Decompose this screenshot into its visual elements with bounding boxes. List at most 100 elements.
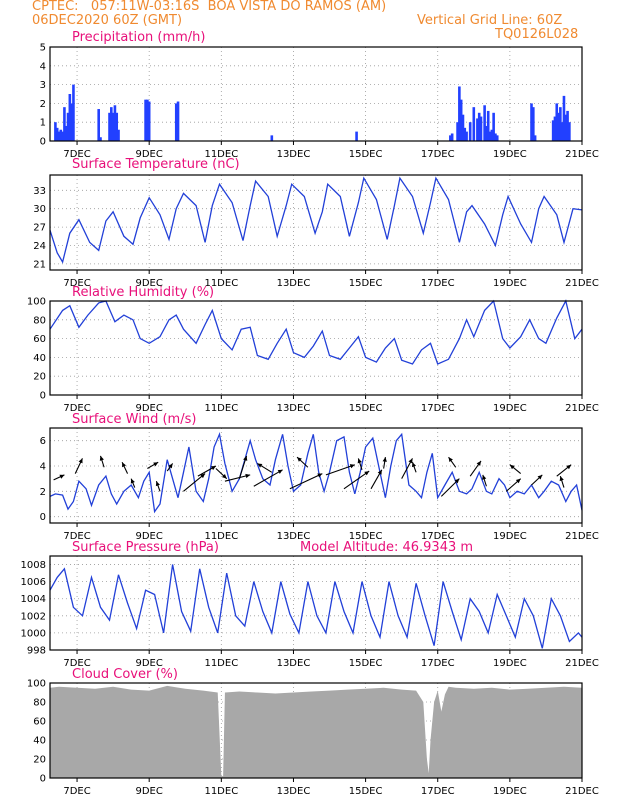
wind-vector-arrow xyxy=(357,458,363,470)
precip-bar xyxy=(472,107,476,141)
cloud-area xyxy=(50,685,582,778)
temp-series-line xyxy=(49,176,583,264)
precip-bar xyxy=(483,105,486,141)
header-grid-note: Vertical Grid Line: 60Z xyxy=(417,13,563,28)
precip-bar xyxy=(560,122,564,141)
precip-bar xyxy=(530,103,533,141)
precip-bar xyxy=(450,133,454,141)
temp-xtick-label: 15DEC xyxy=(349,278,383,289)
pres-xtick-label: 19DEC xyxy=(493,658,527,669)
precip-bar xyxy=(108,112,111,141)
wind-vector-arrow xyxy=(482,474,487,487)
cloud-ytick-label: 100 xyxy=(27,679,46,690)
cloud-xtick-label: 11DEC xyxy=(204,786,238,797)
temp-xtick-label: 11DEC xyxy=(204,278,238,289)
cloud-ytick-label: 20 xyxy=(33,755,46,766)
rh-ytick-label: 0 xyxy=(40,391,46,402)
precip-bar xyxy=(568,122,571,141)
precip-bar xyxy=(477,112,481,141)
pres-ytick-label: 1008 xyxy=(21,560,46,571)
wind-vector-arrow xyxy=(343,470,370,490)
wind-vector-arrow xyxy=(401,458,413,479)
precip-bar xyxy=(174,103,178,141)
cloud-title: Cloud Cover (%) xyxy=(72,667,178,682)
precip-bar xyxy=(456,122,459,141)
rh-frame xyxy=(49,300,583,396)
pres-xtick-label: 21DEC xyxy=(565,658,599,669)
pres-panel: Surface Pressure (hPa) Model Altitude: 46… xyxy=(21,540,599,669)
precip-bar xyxy=(495,135,499,141)
precip-ytick-label: 4 xyxy=(40,61,46,72)
wind-vector-arrow xyxy=(147,461,159,470)
wind-xtick-label: 21DEC xyxy=(565,531,599,542)
precip-bar xyxy=(144,99,147,141)
cloud-frame xyxy=(49,682,583,779)
rh-series-line xyxy=(49,299,583,365)
precip-bar xyxy=(533,135,537,141)
wind-xtick-label: 11DEC xyxy=(204,531,238,542)
wind-xtick-label: 9DEC xyxy=(135,531,162,542)
wind-series-line xyxy=(49,432,583,514)
pres-ytick-label: 1002 xyxy=(21,611,46,622)
pres-title: Surface Pressure (hPa) xyxy=(72,540,219,555)
wind-vector-arrow xyxy=(257,462,273,473)
precip-xtick-label: 21DEC xyxy=(565,149,599,160)
temp-xtick-label: 17DEC xyxy=(421,278,455,289)
precip-bar xyxy=(463,127,467,141)
wind-vector-arrow xyxy=(215,468,228,480)
wind-vector-arrow xyxy=(289,473,323,490)
precip-bar xyxy=(555,103,559,141)
wind-vector-arrow xyxy=(325,464,355,476)
rh-xtick-label: 17DEC xyxy=(421,403,455,414)
precip-bar xyxy=(532,107,535,141)
pres-annotation: Model Altitude: 46.9343 m xyxy=(300,540,473,555)
precip-bar xyxy=(449,135,452,141)
precip-bar xyxy=(146,99,149,141)
wind-vector-arrow xyxy=(155,481,161,492)
pres-ytick-label: 1000 xyxy=(21,628,46,639)
header-model-code: TQ0126L028 xyxy=(495,27,579,42)
rh-xtick-label: 13DEC xyxy=(277,403,311,414)
temp-xtick-label: 13DEC xyxy=(277,278,311,289)
wind-vector-arrow xyxy=(505,478,522,492)
precip-bar xyxy=(176,101,180,141)
wind-ytick-label: 0 xyxy=(40,512,46,523)
precip-bar xyxy=(63,107,66,141)
precip-bar xyxy=(66,112,70,141)
precip-bar xyxy=(59,129,63,141)
wind-ytick-label: 6 xyxy=(40,436,46,447)
precip-xtick-label: 7DEC xyxy=(63,149,90,160)
cloud-xtick-label: 7DEC xyxy=(63,786,90,797)
precip-xtick-label: 15DEC xyxy=(349,149,383,160)
temp-ytick-label: 33 xyxy=(33,186,46,197)
precip-ytick-label: 0 xyxy=(40,137,46,148)
precip-bar xyxy=(72,84,75,141)
precip-bar xyxy=(459,99,463,141)
temp-ytick-label: 21 xyxy=(33,259,46,270)
wind-vector-arrow xyxy=(559,475,565,488)
wind-vector-arrow xyxy=(556,464,572,477)
temp-xtick-label: 21DEC xyxy=(565,278,599,289)
precip-xtick-label: 13DEC xyxy=(277,149,311,160)
precip-xtick-label: 11DEC xyxy=(204,149,238,160)
cloud-panel: Cloud Cover (%) 0 20 40 60 80 100 7DEC 9DEC 11DEC… xyxy=(27,667,599,797)
precip-bar xyxy=(64,125,68,141)
temp-ytick-label: 30 xyxy=(33,204,46,215)
temp-panel: Surface Temperature (nC) 21 24 27 30 33 7DEC 9D… xyxy=(33,157,599,289)
precip-bar xyxy=(68,94,72,141)
precip-bar xyxy=(55,127,59,141)
precip-bar xyxy=(111,112,115,141)
wind-vector-arrow xyxy=(99,455,105,468)
precip-bar xyxy=(485,125,488,141)
precip-title: Precipitation (mm/h) xyxy=(72,30,205,45)
wind-vector-arrow xyxy=(224,473,251,482)
cloud-ytick-label: 60 xyxy=(33,717,46,728)
wind-vector-arrow xyxy=(411,462,417,473)
rh-ytick-label: 20 xyxy=(33,372,46,383)
precip-bar xyxy=(486,110,490,141)
precip-bar xyxy=(494,133,497,141)
precip-bar xyxy=(57,131,61,141)
precip-bar xyxy=(479,116,483,141)
wind-vector-arrow xyxy=(448,456,457,468)
